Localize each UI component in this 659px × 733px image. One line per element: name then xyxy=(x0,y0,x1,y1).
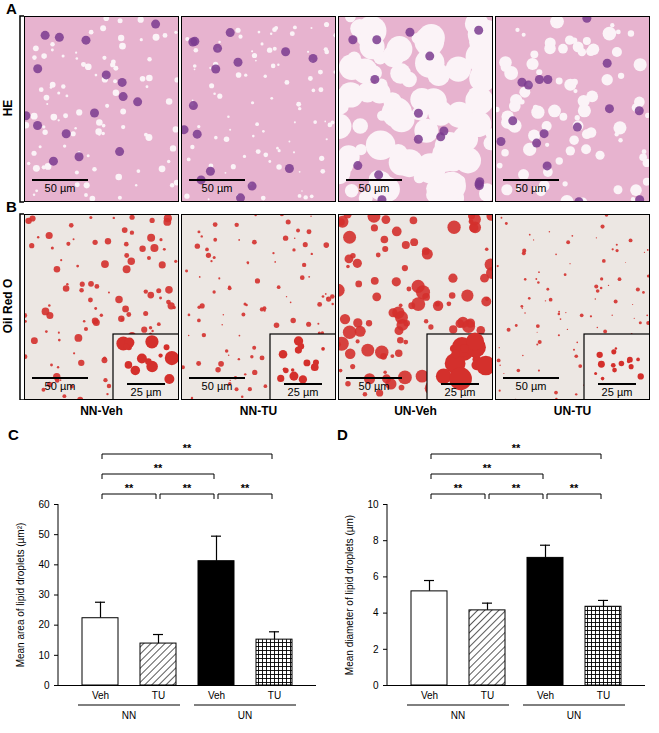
svg-text:25 µm: 25 µm xyxy=(602,386,633,398)
svg-text:NN: NN xyxy=(122,710,136,721)
svg-text:Mean area of lipid droplets (µ: Mean area of lipid droplets (µm²) xyxy=(15,523,26,668)
svg-text:Veh: Veh xyxy=(208,690,225,701)
svg-text:25 µm: 25 µm xyxy=(445,386,476,398)
svg-text:**: ** xyxy=(512,482,521,494)
svg-text:UN: UN xyxy=(238,710,252,721)
svg-text:**: ** xyxy=(454,482,463,494)
svg-text:60: 60 xyxy=(38,499,50,510)
svg-text:50 µm: 50 µm xyxy=(202,380,233,392)
svg-text:**: ** xyxy=(512,442,521,454)
html-text:Oil Red O: Oil Red O xyxy=(1,278,15,334)
svg-text:TU: TU xyxy=(481,690,494,701)
svg-text:25 µm: 25 µm xyxy=(288,386,319,398)
svg-text:50 µm: 50 µm xyxy=(45,380,76,392)
svg-text:2: 2 xyxy=(373,644,379,655)
svg-text:TU: TU xyxy=(152,690,165,701)
html-text:B: B xyxy=(6,198,17,215)
svg-text:6: 6 xyxy=(373,571,379,582)
svg-text:Veh: Veh xyxy=(421,690,438,701)
svg-text:**: ** xyxy=(483,462,492,474)
svg-text:Mean diameter of lipid droplet: Mean diameter of lipid droplets (µm) xyxy=(344,515,355,675)
html-text:HE: HE xyxy=(1,99,15,117)
svg-text:50 µm: 50 µm xyxy=(516,182,547,194)
svg-text:50 µm: 50 µm xyxy=(45,182,76,194)
svg-text:**: ** xyxy=(125,482,134,494)
svg-text:30: 30 xyxy=(38,589,50,600)
svg-text:**: ** xyxy=(183,482,192,494)
html-text:C: C xyxy=(8,426,19,443)
svg-text:25 µm: 25 µm xyxy=(131,386,162,398)
svg-text:Veh: Veh xyxy=(537,690,554,701)
svg-text:NN: NN xyxy=(451,710,465,721)
svg-text:50 µm: 50 µm xyxy=(359,380,390,392)
html-text:UN-Veh: UN-Veh xyxy=(394,404,437,418)
svg-text:TU: TU xyxy=(597,690,610,701)
svg-text:50 µm: 50 µm xyxy=(202,182,233,194)
svg-text:50 µm: 50 µm xyxy=(516,380,547,392)
html-text:NN-Veh: NN-Veh xyxy=(80,404,123,418)
svg-text:UN: UN xyxy=(567,710,581,721)
svg-text:10: 10 xyxy=(367,499,379,510)
html-text:A: A xyxy=(6,0,17,17)
svg-text:TU: TU xyxy=(268,690,281,701)
svg-text:50: 50 xyxy=(38,529,50,540)
svg-text:8: 8 xyxy=(373,535,379,546)
svg-text:0: 0 xyxy=(373,680,379,691)
svg-text:20: 20 xyxy=(38,619,50,630)
svg-text:4: 4 xyxy=(373,607,379,618)
html-text:D: D xyxy=(337,426,348,443)
svg-text:**: ** xyxy=(183,442,192,454)
svg-text:10: 10 xyxy=(38,650,50,661)
svg-text:**: ** xyxy=(241,482,250,494)
svg-text:50 µm: 50 µm xyxy=(359,182,390,194)
svg-text:40: 40 xyxy=(38,559,50,570)
html-text:NN-TU: NN-TU xyxy=(239,404,278,418)
svg-text:**: ** xyxy=(570,482,579,494)
svg-text:Veh: Veh xyxy=(92,690,109,701)
svg-text:**: ** xyxy=(154,462,163,474)
html-text:UN-TU: UN-TU xyxy=(553,404,592,418)
svg-text:0: 0 xyxy=(44,680,50,691)
